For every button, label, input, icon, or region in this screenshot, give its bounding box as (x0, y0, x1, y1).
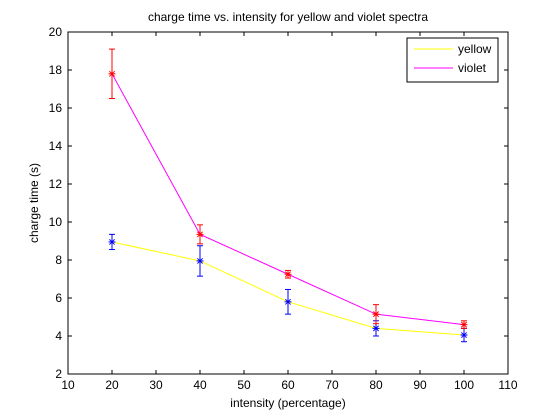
x-tick-label: 30 (149, 378, 163, 392)
x-tick-label: 70 (325, 378, 339, 392)
legend-entry-violet: violet (414, 61, 487, 75)
y-tick-label: 12 (49, 177, 63, 191)
x-tick-label: 110 (498, 378, 517, 392)
series-layer (108, 48, 468, 343)
x-tick-label: 90 (413, 378, 427, 392)
data-point (196, 230, 204, 238)
legend-entry-yellow: yellow (414, 42, 492, 56)
legend-label: yellow (458, 42, 492, 56)
y-tick-label: 16 (49, 101, 63, 115)
data-point (108, 238, 116, 246)
x-tick-label: 50 (237, 378, 251, 392)
data-point (372, 310, 380, 318)
legend-box (406, 37, 499, 83)
y-tick-label: 8 (55, 253, 62, 267)
y-tick-label: 10 (49, 215, 63, 229)
data-point (460, 321, 468, 329)
x-tick-label: 60 (281, 378, 295, 392)
x-tick-label: 20 (105, 378, 119, 392)
x-tick-label: 100 (454, 378, 474, 392)
x-axis-label: intensity (percentage) (230, 396, 345, 410)
data-point (460, 331, 468, 339)
data-point (284, 270, 292, 278)
y-tick-label: 4 (55, 329, 62, 343)
legend: yellow violet (406, 37, 499, 83)
x-tick-label: 80 (369, 378, 383, 392)
y-tick-label: 20 (49, 25, 63, 39)
series-violet (108, 48, 468, 329)
y-tick-label: 2 (55, 367, 62, 381)
y-tick-label: 18 (49, 63, 63, 77)
data-point (284, 298, 292, 306)
x-tick-label: 40 (193, 378, 207, 392)
data-point (372, 324, 380, 332)
y-tick-label: 6 (55, 291, 62, 305)
series-yellow (108, 233, 468, 343)
axis-ticks: 10 20 30 40 50 60 70 80 90 100 110 2 4 6 8 10 12 14 16 18 20 (49, 25, 518, 392)
x-tick-label: 10 (61, 378, 75, 392)
data-point (196, 257, 204, 265)
y-axis-label: charge time (s) (27, 163, 41, 243)
data-point (108, 70, 116, 78)
y-tick-label: 14 (49, 139, 63, 153)
chart-title: charge time vs. intensity for yellow and… (148, 10, 428, 24)
plot-area (67, 31, 509, 375)
legend-label: violet (458, 61, 487, 75)
